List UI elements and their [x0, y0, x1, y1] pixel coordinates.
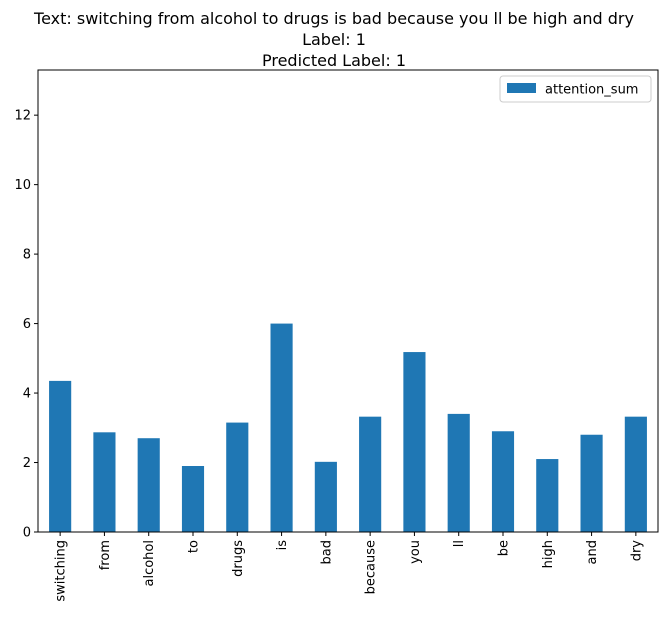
bar-switching — [49, 380, 72, 532]
legend: attention_sum — [499, 75, 652, 103]
y-tick-label: 12 — [14, 109, 31, 124]
bar-is — [270, 323, 293, 532]
x-tick-label: be — [497, 540, 512, 556]
x-tick-label: to — [187, 540, 202, 553]
bar-ll — [447, 413, 470, 532]
x-tick-label: dry — [629, 540, 644, 562]
bar-alcohol — [137, 438, 160, 532]
x-axis-ticks: switching from alcohol to drugs is bad because y… — [54, 532, 644, 602]
bar-and — [580, 434, 603, 532]
y-tick-label: 6 — [23, 317, 31, 332]
x-tick-label: is — [275, 540, 290, 551]
legend-box — [499, 75, 652, 103]
x-tick-label: high — [541, 540, 556, 568]
chart-title: Text: switching from alcohol to drugs is… — [33, 9, 634, 70]
y-tick-label: 4 — [23, 387, 31, 402]
title-line-2: Label: 1 — [302, 30, 366, 49]
legend-swatch — [507, 83, 536, 93]
legend-label: attention_sum — [545, 83, 638, 98]
title-line-3: Predicted Label: 1 — [262, 51, 406, 70]
x-tick-label: drugs — [231, 540, 246, 577]
y-tick-label: 0 — [23, 526, 31, 541]
x-tick-label: ll — [452, 540, 467, 547]
y-tick-label: 10 — [14, 178, 31, 193]
bar-because — [359, 416, 382, 532]
bar-high — [536, 459, 559, 532]
x-tick-label: bad — [319, 540, 334, 564]
x-tick-label: switching — [54, 540, 69, 602]
y-tick-label: 2 — [23, 456, 31, 471]
bar-from — [93, 432, 116, 532]
bar-bad — [314, 461, 337, 532]
axes — [37, 69, 659, 533]
title-line-1: Text: switching from alcohol to drugs is… — [33, 9, 634, 28]
bar-to — [181, 466, 205, 532]
x-tick-label: you — [408, 540, 423, 564]
x-tick-label: because — [364, 540, 379, 594]
bar-be — [491, 431, 515, 532]
bar-dry — [624, 416, 647, 532]
plot-frame — [37, 69, 659, 533]
bar-you — [403, 352, 426, 532]
x-tick-label: and — [585, 540, 600, 564]
x-tick-label: alcohol — [142, 540, 157, 586]
bar-drugs — [226, 422, 249, 532]
y-tick-label: 8 — [23, 248, 31, 263]
bars — [49, 323, 647, 532]
y-axis-ticks: 0 2 4 6 8 10 12 — [14, 109, 38, 541]
x-tick-label: from — [98, 540, 113, 570]
